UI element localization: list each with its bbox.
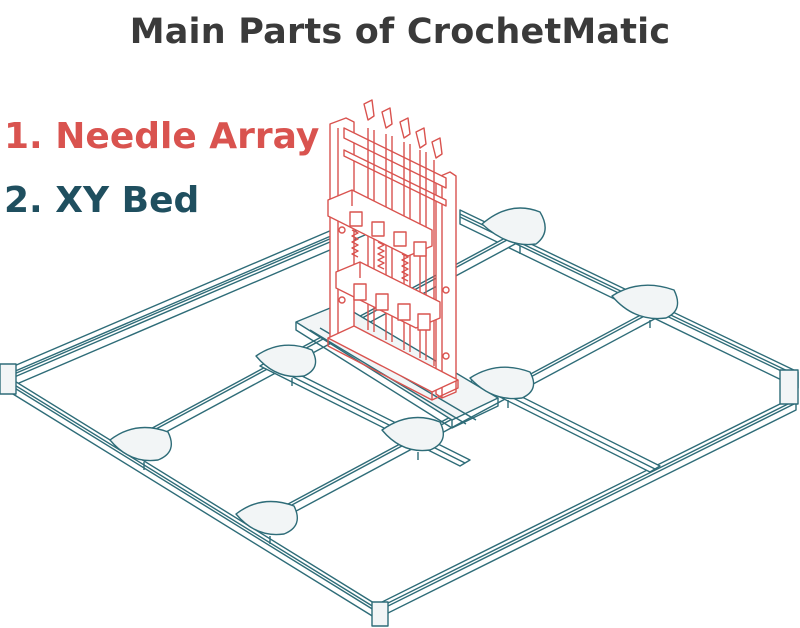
foot-pad-4	[469, 366, 535, 408]
foot-pad-3	[255, 344, 317, 386]
frame-left-post	[329, 117, 355, 343]
bracket-front	[371, 601, 389, 627]
needle-tips	[363, 99, 443, 159]
bracket-right	[779, 369, 799, 405]
legend-number: 2.	[4, 180, 43, 221]
page-title: Main Parts of CrochetMatic	[129, 12, 671, 52]
foot-pad-2	[611, 284, 679, 328]
foot-pad-7	[235, 500, 298, 544]
needle-array	[327, 99, 459, 401]
lead-screws	[351, 229, 409, 282]
frame-right-post	[435, 171, 457, 399]
legend-item-xy-bed: 2. XY Bed	[4, 180, 199, 221]
foot-pad-6	[381, 416, 444, 460]
bracket-left	[0, 363, 17, 395]
needle-array-base	[327, 325, 459, 401]
legend-item-needle-array: 1. Needle Array	[4, 116, 319, 157]
legend-label: XY Bed	[55, 180, 200, 221]
actuator-row-lower	[335, 261, 441, 331]
legend-number: 1.	[4, 116, 43, 157]
actuator-row-upper	[327, 189, 433, 257]
xy-bed	[0, 207, 799, 627]
foot-pad-5	[109, 426, 172, 470]
foot-pad-1	[481, 207, 546, 254]
legend-label: Needle Array	[55, 116, 320, 157]
